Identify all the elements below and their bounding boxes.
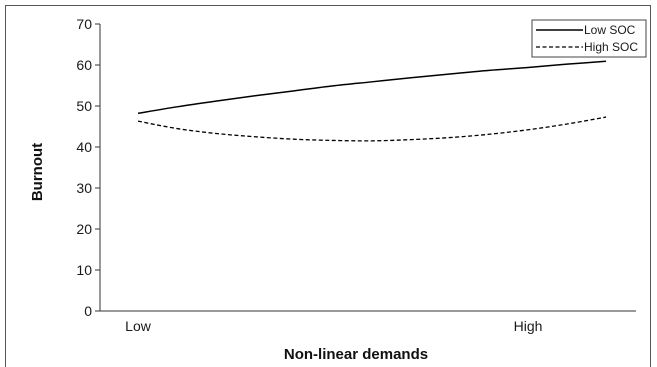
series-line-high-soc: [137, 116, 607, 142]
y-axis: 0 10 20 30 40 50 60 70: [76, 16, 101, 319]
legend: Low SOC High SOC: [531, 19, 647, 58]
x-tick-label: High: [514, 318, 543, 334]
y-tick-label: 0: [84, 303, 92, 319]
legend-label-high-soc: High SOC: [584, 40, 638, 54]
x-tick-label: Low: [125, 318, 152, 334]
plot-area: [137, 60, 607, 142]
legend-label-low-soc: Low SOC: [584, 23, 636, 37]
y-tick-label: 60: [76, 57, 92, 73]
chart-frame: [5, 5, 651, 367]
y-axis-title: Burnout: [29, 143, 46, 201]
series-line-low-soc: [137, 60, 607, 115]
y-tick-label: 50: [76, 98, 92, 114]
y-tick-label: 30: [76, 180, 92, 196]
legend-box: [531, 19, 647, 58]
x-axis-title: Non-linear demands: [284, 346, 428, 363]
y-tick-label: 20: [76, 221, 92, 237]
y-tick-label: 40: [76, 139, 92, 155]
x-axis: Low High: [100, 310, 636, 334]
y-tick-label: 10: [76, 262, 92, 278]
y-tick-label: 70: [76, 16, 92, 32]
